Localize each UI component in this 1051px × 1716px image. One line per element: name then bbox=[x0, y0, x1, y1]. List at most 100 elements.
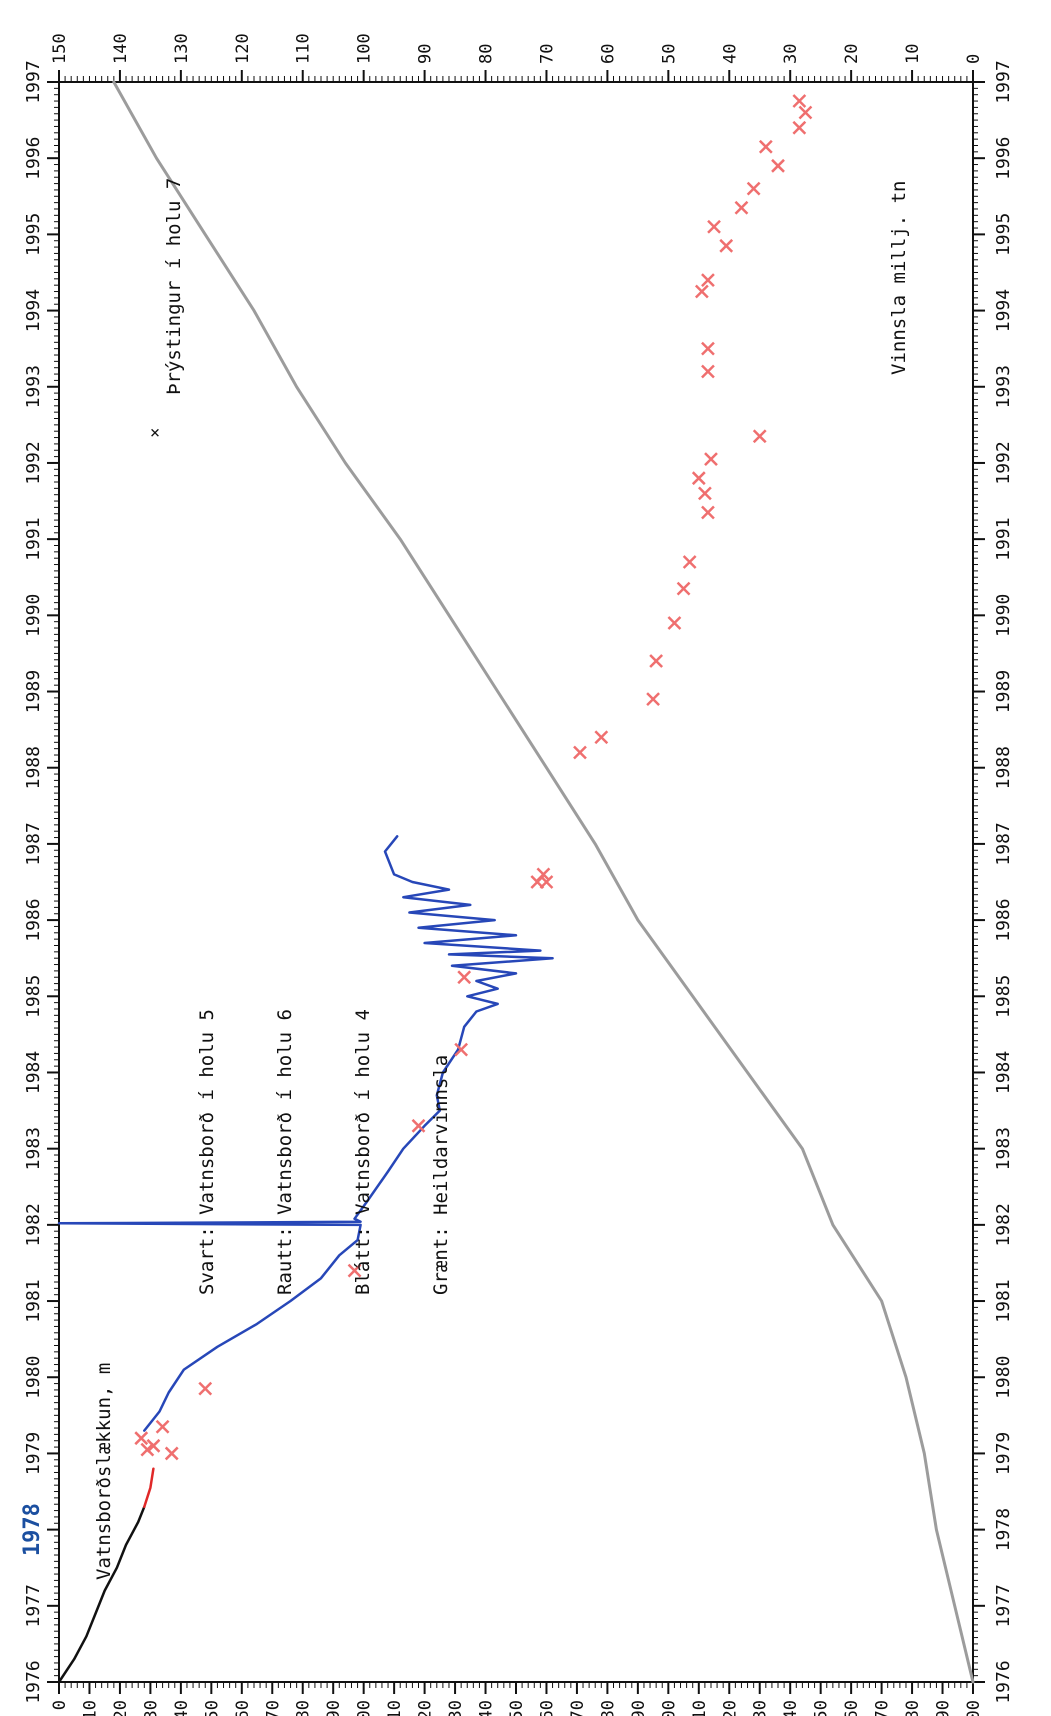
bottom-time-axis-label: 1976 bbox=[993, 1660, 1014, 1703]
top-time-axis-label: 1986 bbox=[23, 898, 44, 941]
pressure-marker-stroke bbox=[698, 486, 712, 501]
top-time-axis-label: 1976 bbox=[23, 1660, 44, 1703]
pressure-marker-stroke bbox=[771, 158, 785, 173]
pressure-marker bbox=[701, 273, 715, 287]
left-axis-tick-label: 100 bbox=[355, 1700, 375, 1716]
pressure-marker bbox=[594, 730, 609, 745]
pressure-marker bbox=[134, 1431, 149, 1446]
left-axis-tick-label: 270 bbox=[873, 1700, 893, 1716]
pressure-marker bbox=[164, 1446, 179, 1461]
left-axis-tick-label: 70 bbox=[263, 1700, 283, 1716]
bottom-time-axis-label: 1994 bbox=[993, 289, 1014, 332]
pressure-marker bbox=[411, 1118, 426, 1133]
pressure-marker-stroke bbox=[646, 692, 660, 707]
left-axis-tick-label: 290 bbox=[934, 1700, 954, 1716]
pressure-marker bbox=[146, 1438, 161, 1453]
pressure-marker-stroke bbox=[704, 452, 718, 467]
right-axis-tick-label: 100 bbox=[355, 33, 375, 64]
right-axis-label: Vinnsla millj. tn bbox=[888, 181, 910, 375]
pressure-marker bbox=[704, 452, 718, 467]
pressure-marker bbox=[682, 555, 697, 569]
marker-legend-label: Þrýstingur í holu 7 bbox=[163, 178, 185, 395]
left-axis-tick-label: 300 bbox=[964, 1700, 984, 1716]
pressure-marker bbox=[454, 1042, 469, 1057]
pressure-marker-stroke bbox=[792, 94, 807, 108]
top-time-axis-label: 1994 bbox=[23, 289, 44, 332]
right-axis-tick-label: 60 bbox=[598, 44, 618, 64]
left-axis-tick-label: 170 bbox=[568, 1700, 588, 1716]
legend-entry-red: Rautt: Vatnsborð í holu 6 bbox=[274, 1009, 296, 1295]
pressure-marker-stroke bbox=[594, 730, 609, 745]
pressure-marker-stroke bbox=[701, 273, 715, 287]
bottom-time-axis-label: 1984 bbox=[993, 1051, 1014, 1094]
left-axis-tick-label: 20 bbox=[111, 1700, 131, 1716]
bottom-time-axis-label: 1992 bbox=[993, 441, 1014, 484]
top-time-axis-label: 1995 bbox=[23, 213, 44, 256]
pressure-marker bbox=[198, 1381, 213, 1396]
pressure-marker-stroke bbox=[164, 1446, 179, 1461]
pressure-marker-stroke bbox=[792, 120, 807, 135]
pressure-marker bbox=[457, 970, 472, 985]
series-line-red bbox=[143, 1467, 155, 1509]
right-axis-tick-label: 110 bbox=[294, 33, 314, 64]
bottom-time-axis-label: 1983 bbox=[993, 1127, 1014, 1170]
pressure-marker-stroke bbox=[411, 1118, 426, 1133]
pressure-marker bbox=[792, 94, 807, 108]
top-time-axis-label: 1993 bbox=[23, 365, 44, 408]
right-axis-tick-label: 140 bbox=[111, 33, 131, 64]
top-time-axis-label: 1997 bbox=[23, 60, 44, 103]
top-time-axis-label: 1985 bbox=[23, 975, 44, 1018]
left-axis-tick-label: 110 bbox=[385, 1700, 405, 1716]
left-axis-label: Vatnsborðslækkun, m bbox=[93, 1363, 115, 1580]
pressure-marker bbox=[798, 105, 813, 120]
bottom-time-axis-label: 1989 bbox=[993, 670, 1014, 713]
pressure-marker bbox=[694, 284, 709, 299]
left-axis-tick-label: 210 bbox=[690, 1700, 710, 1716]
left-axis-tick-label: 130 bbox=[446, 1700, 466, 1716]
pressure-marker bbox=[719, 238, 734, 253]
left-axis-tick-label: 120 bbox=[416, 1700, 436, 1716]
pressure-marker bbox=[701, 505, 715, 520]
top-time-axis-label: 1992 bbox=[23, 441, 44, 484]
pressure-marker-stroke bbox=[140, 1442, 155, 1457]
left-axis: 0 10 20 30 40 50 60 70 80 90 100 110 120 130 140 150 160… bbox=[50, 1682, 984, 1716]
pressure-marker-stroke bbox=[573, 745, 587, 760]
pressure-marker-stroke bbox=[707, 219, 721, 234]
top-time-axis-label: 1987 bbox=[23, 822, 44, 865]
top-time-axis-label: 1979 bbox=[23, 1432, 44, 1475]
right-axis-tick-label: 20 bbox=[842, 44, 862, 64]
left-axis-tick-label: 280 bbox=[903, 1700, 923, 1716]
pressure-marker-stroke bbox=[198, 1381, 213, 1396]
pressure-marker bbox=[155, 1419, 170, 1434]
bottom-time-axis-label: 1990 bbox=[993, 594, 1014, 637]
pressure-marker bbox=[771, 158, 785, 173]
right-axis-tick-label: 50 bbox=[659, 44, 679, 64]
left-axis-tick-label: 0 bbox=[50, 1700, 70, 1710]
pressure-marker bbox=[734, 200, 749, 215]
pressure-marker bbox=[667, 616, 682, 630]
marker-layer bbox=[134, 94, 813, 1461]
left-axis-tick-label: 260 bbox=[842, 1700, 862, 1716]
right-axis-tick-label: 90 bbox=[416, 44, 436, 64]
bottom-time-axis-label: 1991 bbox=[993, 517, 1014, 560]
pressure-marker-stroke bbox=[701, 341, 715, 356]
right-axis-tick-label: 0 bbox=[964, 54, 984, 64]
top-time-axis-label: 1983 bbox=[23, 1127, 44, 1170]
left-axis-tick-label: 220 bbox=[720, 1700, 740, 1716]
left-axis-tick-label: 250 bbox=[812, 1700, 832, 1716]
marker-legend-symbol: × bbox=[150, 423, 160, 443]
series-line-blue bbox=[57, 835, 554, 1432]
pressure-marker-stroke bbox=[746, 181, 761, 196]
pressure-marker-stroke bbox=[798, 105, 813, 120]
left-axis-tick-label: 180 bbox=[598, 1700, 618, 1716]
pressure-marker bbox=[536, 867, 551, 882]
top-time-axis: 1976 1977 1978 1979 1980 1981 1982 1983 1984 1985… bbox=[20, 60, 59, 1704]
series-line-black bbox=[57, 1505, 146, 1684]
left-axis-tick-label: 50 bbox=[202, 1700, 222, 1716]
top-time-axis-label: 1977 bbox=[23, 1584, 44, 1627]
top-time-axis-label: 1981 bbox=[23, 1279, 44, 1322]
left-axis-tick-label: 190 bbox=[629, 1700, 649, 1716]
left-axis-tick-label: 150 bbox=[507, 1700, 527, 1716]
pressure-marker-stroke bbox=[758, 139, 773, 154]
pressure-marker bbox=[758, 139, 773, 154]
